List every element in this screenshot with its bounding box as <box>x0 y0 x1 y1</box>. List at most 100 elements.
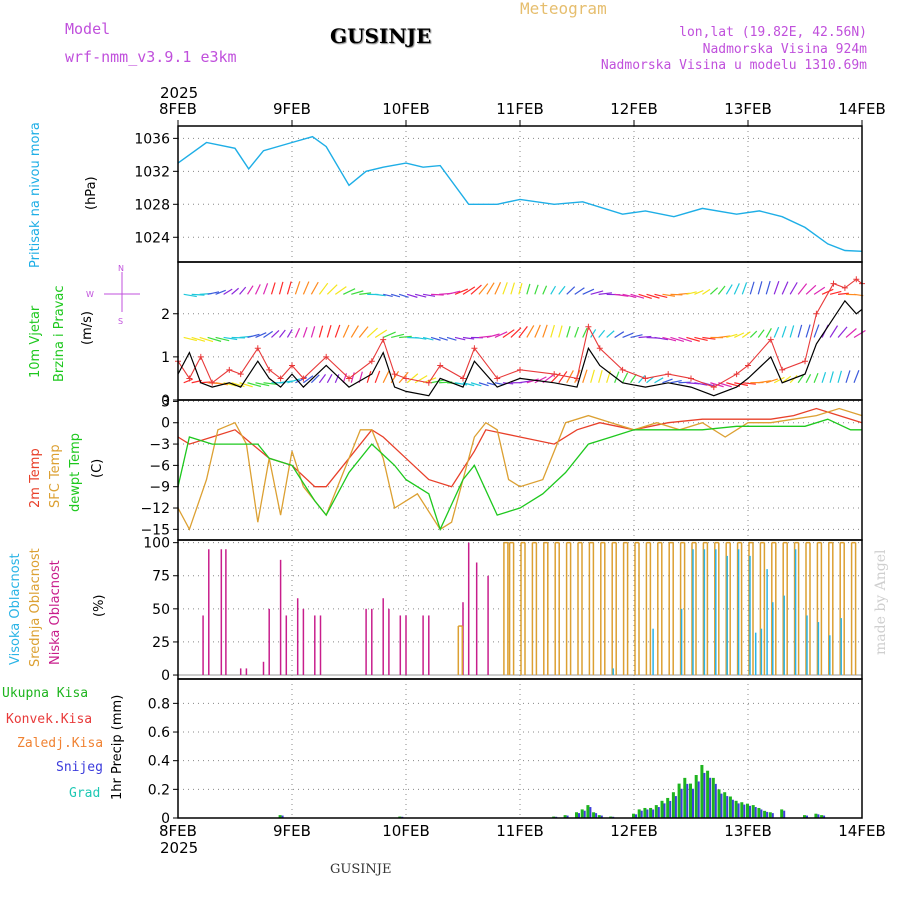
wind-arrow <box>359 292 372 295</box>
wind-arrow <box>294 327 301 338</box>
wind-arrow <box>829 371 834 383</box>
time-tick-top: 12FEB <box>610 100 657 118</box>
wind-arrow <box>358 326 369 338</box>
wind-arrow <box>821 372 827 383</box>
wind-arrow <box>534 324 541 338</box>
gust-marker <box>745 362 751 369</box>
precip-total-bar <box>751 805 755 818</box>
wind-arrow <box>734 332 745 339</box>
precip-snow-bar <box>600 815 603 818</box>
precip-snow-bar <box>674 796 677 818</box>
wind-speed-line <box>177 299 863 397</box>
wind-arrow <box>829 290 842 295</box>
wind-arrow <box>797 283 808 295</box>
wind-arrow <box>438 336 448 341</box>
wind-arrow <box>534 284 539 295</box>
precip-total-bar <box>780 809 784 818</box>
wind-arrow <box>215 336 230 342</box>
y-tick-label: 0 <box>161 811 170 827</box>
precip-total-bar <box>649 807 653 818</box>
wind-arrow <box>590 290 604 295</box>
precip-total-bar <box>677 783 681 818</box>
wind-arrow <box>670 293 683 296</box>
precip-total-bar <box>671 792 675 818</box>
precip-total-bar <box>580 809 584 818</box>
year-label-bottom: 2025 <box>160 839 198 857</box>
wind-arrow <box>470 382 482 387</box>
wind-arrow <box>726 333 738 339</box>
wind-arrow <box>294 281 301 295</box>
wind-arrow <box>406 293 418 298</box>
wind-arrow <box>422 336 434 341</box>
wind-arrow <box>789 375 798 384</box>
wind-arrow <box>239 286 247 295</box>
wind-arrow <box>829 325 839 338</box>
wind-arrow <box>638 335 652 339</box>
gust-marker <box>779 366 786 373</box>
precip-total-bar <box>723 792 727 818</box>
wind-arrow <box>598 292 613 295</box>
precip-snow-bar <box>771 813 774 818</box>
wind-arrow <box>255 332 267 339</box>
wind-arrow <box>550 324 555 338</box>
wind-arrow <box>582 288 595 295</box>
precip-snow-bar <box>749 805 751 818</box>
y-tick-label: −12 <box>140 501 170 517</box>
precip-total-bar <box>586 805 590 818</box>
wind-arrow <box>638 293 652 299</box>
y-tick-label: 0.6 <box>148 725 170 741</box>
wind-arrow <box>694 289 704 295</box>
wind-arrow <box>757 329 765 338</box>
wind-arrow <box>286 281 292 295</box>
wind-arrow <box>741 282 748 295</box>
precip-snow-bar <box>743 804 746 818</box>
precip-snow-bar <box>806 815 808 818</box>
wind-arrow <box>765 328 772 338</box>
wind-arrow <box>837 292 849 295</box>
precip-total-bar <box>654 805 658 818</box>
time-tick-bottom: 10FEB <box>382 822 429 840</box>
wind-arrow <box>837 326 848 338</box>
wind-arrow <box>423 293 436 297</box>
wind-arrow <box>797 324 803 338</box>
model-name: wrf-nmm_v3.9.1 e3km <box>65 48 237 66</box>
wind-arrow <box>326 325 332 338</box>
gust-marker <box>642 375 649 382</box>
wind-arrow <box>758 380 771 384</box>
wind-arrow <box>334 286 347 295</box>
y-tick-label: 0 <box>161 416 170 432</box>
wind-arrow <box>781 325 787 338</box>
wind-arrow <box>654 336 669 341</box>
wind-arrow <box>287 378 301 384</box>
wind-arrow <box>773 326 780 338</box>
precip-total-bar <box>278 815 282 818</box>
wind-arrow <box>391 333 405 339</box>
compass-s: S <box>118 317 123 326</box>
wind-arrow <box>278 329 286 338</box>
wind-arrow <box>271 330 280 338</box>
gust-marker <box>277 375 284 382</box>
gust-marker <box>551 371 558 378</box>
precip-total-bar <box>597 815 601 818</box>
compass-icon: N E W S <box>86 264 140 326</box>
wind-arrow <box>821 288 834 295</box>
wind-arrow <box>510 327 522 338</box>
wind-arrow <box>813 286 826 295</box>
wind-arrow <box>199 336 214 343</box>
precip-snow-bar <box>823 815 826 818</box>
wind-arrow <box>191 293 205 296</box>
precip-total-bar <box>643 807 647 818</box>
wind-arrow <box>247 382 262 388</box>
y-tick-label: −3 <box>149 437 170 453</box>
wind-arrow <box>686 336 700 342</box>
gust-marker <box>254 345 261 352</box>
time-tick-bottom: 14FEB <box>838 822 885 840</box>
wind-arrow <box>805 284 817 295</box>
y-tick-label: 1024 <box>134 230 170 246</box>
compass-w: W <box>86 290 94 299</box>
precip-total-bar <box>734 800 738 818</box>
gust-marker <box>596 345 603 352</box>
wind-arrow <box>773 376 785 384</box>
wind-arrow <box>702 336 716 340</box>
wind-arrow <box>318 325 324 338</box>
